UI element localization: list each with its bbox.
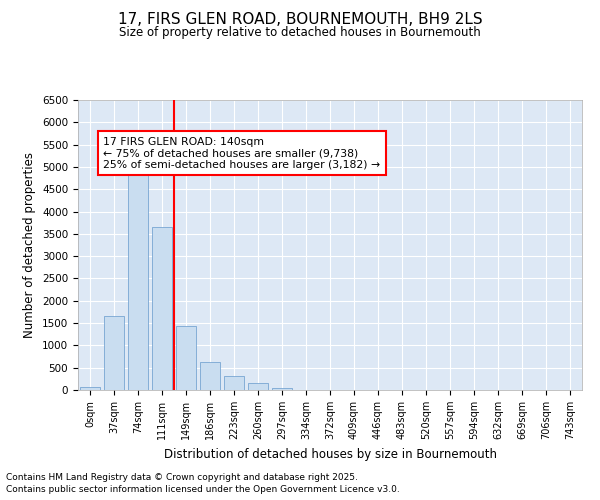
- Text: 17 FIRS GLEN ROAD: 140sqm
← 75% of detached houses are smaller (9,738)
25% of se: 17 FIRS GLEN ROAD: 140sqm ← 75% of detac…: [103, 136, 380, 170]
- Bar: [128, 162, 148, 390]
- Bar: [200, 362, 220, 390]
- Bar: [224, 376, 244, 390]
- Bar: [248, 383, 268, 390]
- Y-axis label: Number of detached properties: Number of detached properties: [23, 152, 37, 338]
- X-axis label: Distribution of detached houses by size in Bournemouth: Distribution of detached houses by size …: [163, 448, 497, 460]
- Bar: [272, 388, 292, 390]
- Bar: [80, 387, 100, 390]
- Bar: [152, 227, 172, 390]
- Text: Size of property relative to detached houses in Bournemouth: Size of property relative to detached ho…: [119, 26, 481, 39]
- Text: 17, FIRS GLEN ROAD, BOURNEMOUTH, BH9 2LS: 17, FIRS GLEN ROAD, BOURNEMOUTH, BH9 2LS: [118, 12, 482, 28]
- Bar: [176, 326, 196, 390]
- Text: Contains public sector information licensed under the Open Government Licence v3: Contains public sector information licen…: [6, 485, 400, 494]
- Text: Contains HM Land Registry data © Crown copyright and database right 2025.: Contains HM Land Registry data © Crown c…: [6, 472, 358, 482]
- Bar: [104, 316, 124, 390]
